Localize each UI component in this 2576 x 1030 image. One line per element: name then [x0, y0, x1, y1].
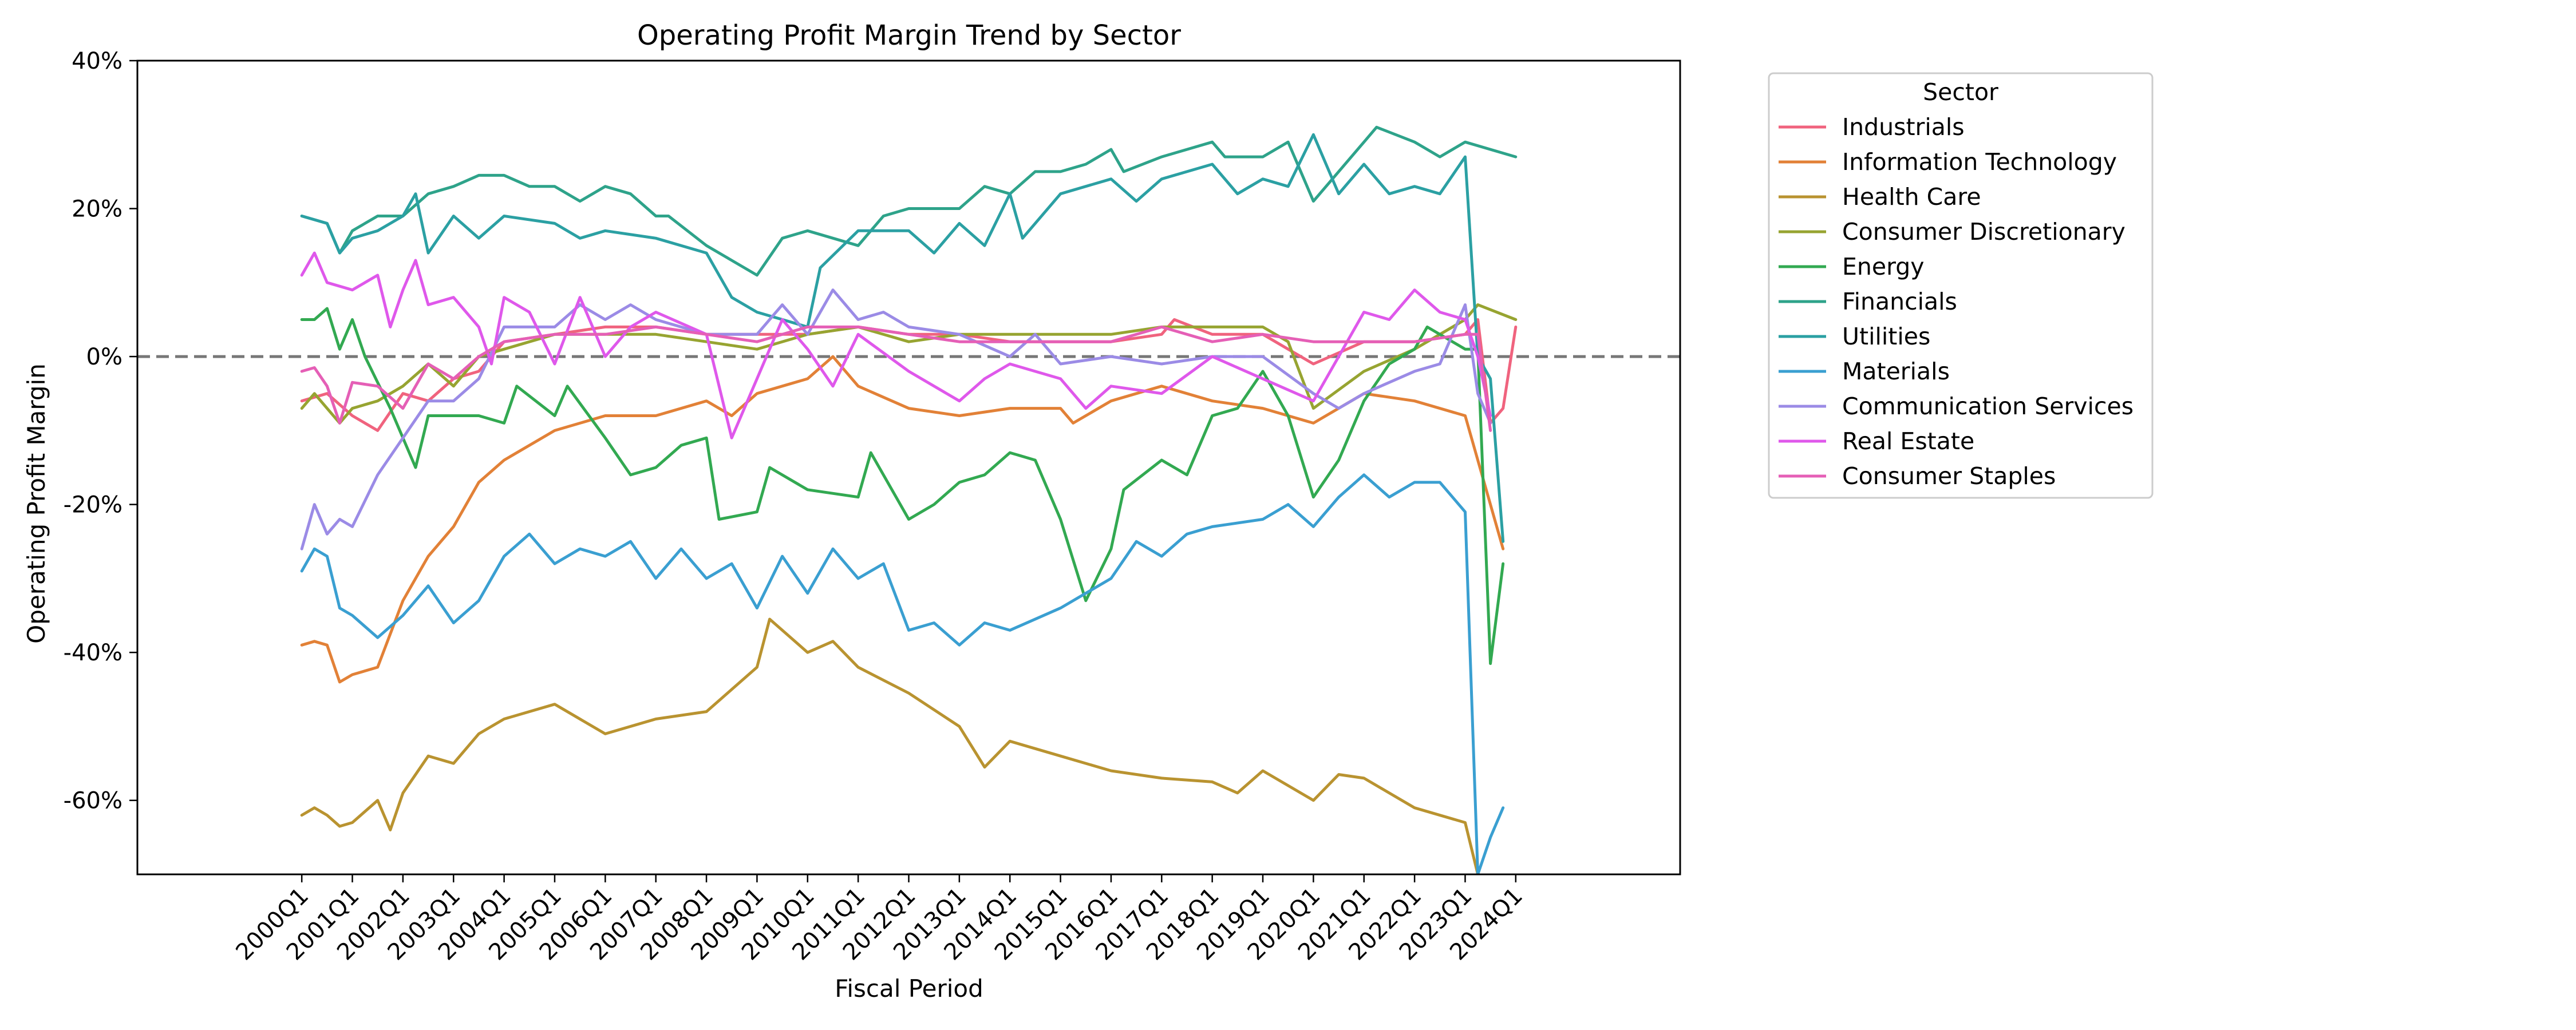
legend-entry-label: Materials — [1842, 358, 1950, 385]
series-line-communication-services — [300, 288, 1492, 550]
series-line-consumer-discretionary — [300, 303, 1518, 425]
legend-entry-label: Consumer Discretionary — [1842, 218, 2125, 245]
plot-area: -60%-40%-20%0%20%40%2000Q12001Q12002Q120… — [64, 48, 1681, 965]
legend-entry-label: Communication Services — [1842, 393, 2134, 420]
legend-title: Sector — [1923, 78, 1998, 106]
legend-entry-label: Utilities — [1842, 323, 1930, 350]
legend: Sector Industrials Information Technology… — [1768, 72, 2154, 499]
chart-title: Operating Profit Margin Trend by Sector — [637, 19, 1181, 52]
y-tick-label: -60% — [64, 788, 123, 814]
series-group — [300, 125, 1518, 874]
legend-entry-label: Consumer Staples — [1842, 462, 2056, 490]
legend-entry-label: Industrials — [1842, 113, 1965, 141]
series-line-utilities — [300, 133, 1505, 543]
legend-frame — [1768, 72, 2154, 499]
series-line-health-care — [300, 617, 1480, 874]
series-line-information-technology — [300, 355, 1505, 684]
y-axis-label: Operating Profit Margin — [22, 363, 50, 644]
y-tick-label: 40% — [72, 48, 123, 74]
series-line-industrials — [300, 318, 1518, 432]
series-line-real-estate — [300, 251, 1492, 439]
series-line-consumer-staples — [300, 325, 1492, 432]
series-line-materials — [300, 473, 1505, 874]
y-tick-label: -40% — [64, 640, 123, 666]
legend-entry-label: Financials — [1842, 288, 1957, 315]
y-tick-label: -20% — [64, 492, 123, 518]
y-tick-label: 20% — [72, 196, 123, 223]
series-line-energy — [300, 307, 1505, 665]
legend-entry-label: Real Estate — [1842, 427, 1974, 455]
series-line-financials — [300, 125, 1518, 277]
y-tick-label: 0% — [86, 344, 123, 370]
legend-entry-label: Energy — [1842, 253, 1925, 280]
legend-entry-label: Information Technology — [1842, 148, 2117, 176]
legend-entry-label: Health Care — [1842, 183, 1981, 211]
x-axis-label: Fiscal Period — [835, 974, 983, 1003]
